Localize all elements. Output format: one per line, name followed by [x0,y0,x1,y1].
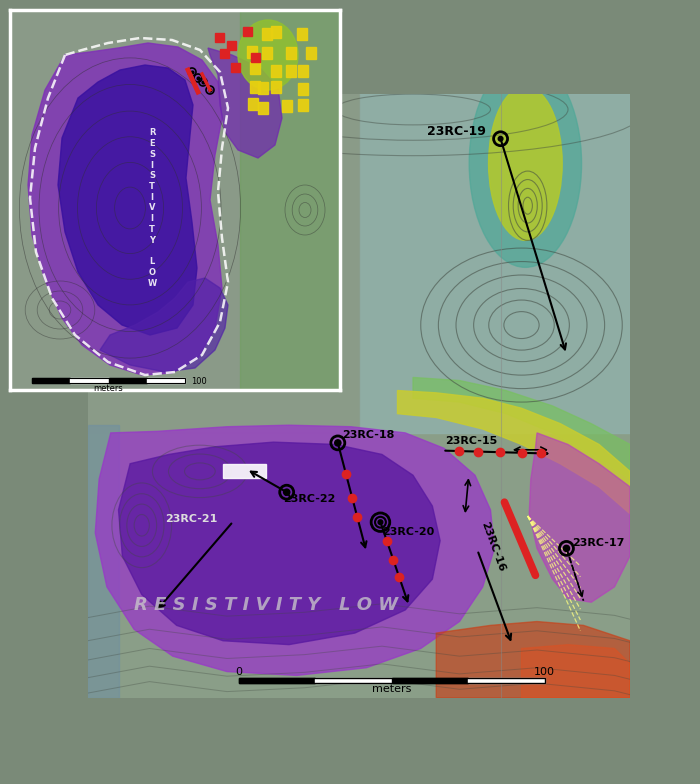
Bar [262,47,272,59]
Text: 100: 100 [191,376,206,386]
Text: 23RC-20: 23RC-20 [382,527,434,536]
Bar [227,41,236,50]
Text: 23RC-21: 23RC-21 [165,514,218,524]
Bar [88,94,358,433]
Text: 0: 0 [235,666,242,677]
Circle shape [284,489,290,495]
Bar [88,425,118,698]
Text: meters: meters [94,384,123,393]
Bar [392,677,468,683]
Circle shape [378,520,383,524]
Bar [243,27,252,36]
Polygon shape [58,65,197,335]
Bar [271,65,281,77]
Bar [271,26,281,38]
Polygon shape [436,622,630,698]
Bar [286,65,296,77]
Bar [215,33,224,42]
Polygon shape [529,433,630,602]
Bar [271,81,281,93]
Text: 23RC-17: 23RC-17 [572,538,624,548]
Bar [247,46,257,58]
Bar [297,28,307,40]
Bar [258,102,268,114]
Bar [250,62,260,74]
Bar [358,94,630,433]
Bar [298,65,308,77]
Bar [468,677,545,683]
Ellipse shape [238,20,298,90]
Bar [306,47,316,59]
Bar [70,378,108,383]
Bar [32,378,185,383]
Ellipse shape [469,60,582,267]
Polygon shape [28,43,222,375]
Bar [258,82,268,94]
Text: 23RC-15: 23RC-15 [446,437,498,446]
Text: 23RC-19: 23RC-19 [427,125,486,138]
Bar [223,463,266,477]
Bar [250,81,260,93]
Text: 23RC-18: 23RC-18 [342,430,394,440]
Bar [239,677,315,683]
Polygon shape [100,278,228,372]
Polygon shape [522,644,630,698]
Text: 100: 100 [534,666,555,677]
Text: 23RC-16: 23RC-16 [479,521,506,573]
Ellipse shape [489,86,562,241]
Bar [108,378,147,383]
Polygon shape [118,442,440,644]
Bar [240,10,340,390]
Circle shape [564,546,570,551]
Text: R E S I S T I V I T Y   L O W: R E S I S T I V I T Y L O W [134,596,398,614]
Circle shape [335,440,341,446]
Polygon shape [95,425,494,676]
Bar [298,83,308,95]
Bar [231,63,240,72]
Bar [32,378,70,383]
Polygon shape [413,377,630,479]
Polygon shape [398,390,630,514]
Text: meters: meters [372,684,412,694]
Bar [220,49,229,58]
Circle shape [498,136,503,141]
Polygon shape [208,48,282,158]
Bar [298,99,308,111]
Bar [282,100,292,112]
Bar [286,47,296,59]
Text: 23RC-22: 23RC-22 [283,494,335,504]
Bar [251,53,260,62]
Text: R
E
S
I
S
T
I
V
I
T
Y
 
L
O
W: R E S I S T I V I T Y L O W [148,129,157,288]
Bar [315,677,392,683]
Bar [248,98,258,110]
Bar [262,28,272,40]
Bar [239,677,545,683]
Bar [147,378,185,383]
